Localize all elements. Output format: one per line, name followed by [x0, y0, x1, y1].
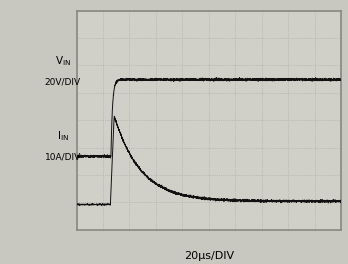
Text: 10A/DIV: 10A/DIV: [45, 153, 81, 162]
Text: $\rm V_{IN}$: $\rm V_{IN}$: [55, 54, 71, 68]
Text: 20V/DIV: 20V/DIV: [45, 78, 81, 87]
Text: 20μs/DIV: 20μs/DIV: [184, 251, 234, 261]
Text: $\rm I_{IN}$: $\rm I_{IN}$: [57, 129, 69, 143]
